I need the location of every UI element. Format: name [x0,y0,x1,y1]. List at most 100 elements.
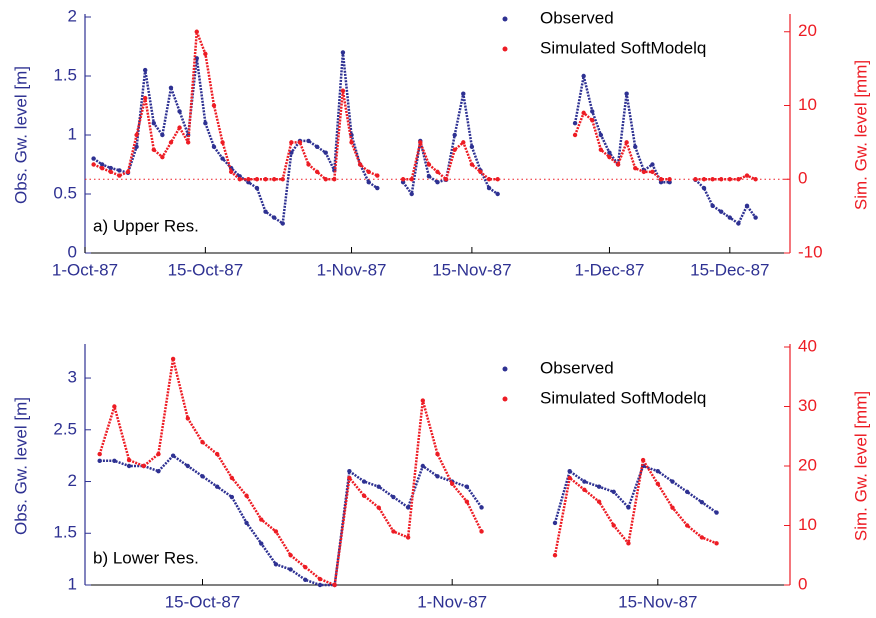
data-point [340,88,346,93]
data-point [323,150,328,155]
data-point [667,177,672,182]
data-point [375,185,380,191]
data-point [314,169,320,175]
data-point [626,541,631,546]
series [91,50,758,226]
y-tick-label: 1 [68,124,77,143]
data-point [306,162,311,167]
data-point [552,520,558,526]
x-tick-label: 15-Oct-87 [165,592,241,611]
data-point [168,140,174,145]
data-point [684,523,690,528]
y2-tick-label: 0 [798,574,807,593]
legend-label: Observed [540,358,614,377]
data-point [452,132,457,138]
data-point [479,505,484,510]
data-point [405,535,411,540]
legend-label: Observed [540,8,614,27]
y-axis-title: Obs. Gw. level [m] [11,66,30,204]
y-tick-label: 2.5 [53,419,77,438]
data-point [598,147,604,152]
data-point [443,177,449,182]
data-point [426,174,432,179]
data-point [418,140,423,145]
data-point [177,109,182,114]
y-axis-title: Obs. Gw. level [m] [11,397,30,535]
data-point [596,499,602,504]
data-point [303,577,308,583]
legend-marker [502,16,508,22]
data-point [244,493,249,498]
data-point [391,529,396,534]
data-point [134,144,139,149]
data-point [314,144,320,149]
data-point [288,567,293,572]
data-point [596,484,602,489]
data-point [263,209,268,214]
data-point [405,505,411,510]
data-point [452,147,457,152]
data-point [590,109,595,114]
data-point [572,121,578,126]
data-point [655,468,661,474]
data-point [156,451,161,457]
data-point [259,541,264,546]
data-point [420,463,426,469]
y2-tick-label: 10 [798,95,817,114]
data-point [254,185,260,191]
data-point [332,177,337,182]
data-point [108,165,113,171]
data-point [684,489,690,495]
data-point [112,458,117,464]
data-point [572,132,578,138]
data-point [332,582,337,588]
data-point [567,468,572,474]
data-point [633,165,638,171]
data-point [125,169,131,175]
data-point [714,541,719,546]
data-point [254,177,260,182]
data-point [303,564,308,570]
data-point [727,215,733,220]
series [97,356,719,588]
series-line [92,51,757,225]
data-point [126,463,132,469]
data-point [211,144,217,149]
data-point [699,535,705,540]
data-point [391,494,396,500]
data-point [170,356,176,362]
data-point [655,481,661,487]
data-point [317,582,323,588]
data-point [727,177,733,182]
data-point [280,177,285,182]
data-point [142,67,148,73]
data-point [598,132,604,138]
data-point [552,553,558,558]
data-point [108,169,113,175]
data-point [203,51,208,57]
data-point [97,451,102,457]
data-point [244,520,249,526]
data-point [582,479,587,484]
legend-label: Simulated SoftModelq [540,38,706,57]
x-tick-label: 1-Dec-87 [574,260,644,279]
y2-axis-title: Sim. Gw. level [mm] [851,60,870,210]
data-point [246,177,251,182]
data-point [297,140,303,145]
data-point [229,475,235,481]
data-point [693,177,698,182]
data-point [151,147,156,152]
data-point [194,29,199,34]
data-point [714,510,719,515]
data-point [214,451,220,457]
panel-annotation: a) Upper Res. [93,216,199,235]
data-point [117,173,122,178]
x-tick-label: 15-Nov-87 [432,260,511,279]
data-point [633,144,638,149]
y-tick-label: 3 [68,368,77,387]
y2-tick-label: 30 [798,396,817,415]
data-point [141,463,146,469]
data-point [97,458,102,464]
data-point [170,453,176,458]
